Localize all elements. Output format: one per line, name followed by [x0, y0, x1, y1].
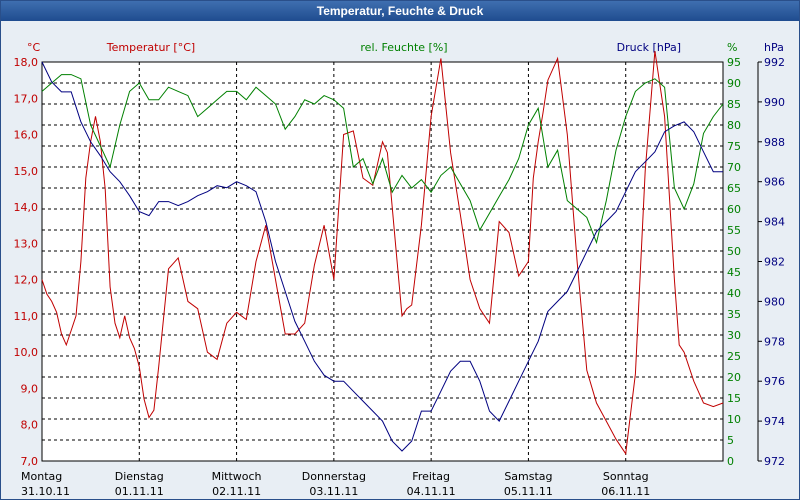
pressure-tick-label: 982	[764, 256, 785, 269]
x-date-label: 04.11.11	[407, 485, 456, 498]
window-title: Temperatur, Feuchte & Druck	[1, 1, 799, 21]
legend-entry: Temperatur [°C]	[106, 41, 195, 54]
temperature-tick-label: 17,0	[14, 92, 39, 105]
temperature-unit-label: °C	[27, 41, 41, 54]
legend: Temperatur [°C] rel. Feuchte [%] Druck [hP…	[106, 41, 681, 54]
series-line-temperature	[41, 51, 724, 456]
humidity-tick-label: 95	[727, 56, 741, 69]
humidity-tick-label: 30	[727, 329, 741, 342]
humidity-tick-label: 75	[727, 140, 741, 153]
x-day-label: Freitag	[412, 470, 450, 483]
x-axis: Montag 31.10.11 Dienstag 01.11.11 Mittwoch 02…	[21, 470, 650, 498]
pressure-tick-label: 972	[764, 455, 785, 468]
humidity-tick-label: 80	[727, 119, 741, 132]
x-day-label: Dienstag	[115, 470, 164, 483]
temperature-tick-label: 11,0	[14, 310, 39, 323]
humidity-tick-label: 20	[727, 371, 741, 384]
pressure-unit-label: hPa	[764, 41, 784, 54]
temperature-axis: 7,0 8,0 9,0 10,0 11,0 12,0 13,0 14,0 15,0 16,0 17,…	[14, 41, 41, 468]
temperature-tick-label: 18,0	[14, 56, 39, 69]
x-day-label: Sonntag	[603, 470, 649, 483]
humidity-tick-label: 70	[727, 161, 741, 174]
pressure-axis: 972 974 976 978 980 982 984 986 988 990 992 hPa	[757, 41, 785, 468]
temperature-tick-label: 8,0	[21, 419, 39, 432]
x-day-label: Donnerstag	[302, 470, 366, 483]
x-date-label: 03.11.11	[309, 485, 358, 498]
series-line-pressure	[41, 61, 723, 452]
legend-entry: Druck [hPa]	[617, 41, 681, 54]
humidity-tick-label: 0	[727, 455, 734, 468]
humidity-axis: 0 5 10 15 20 25 30 35 40 45 50 55 60 65 70 75 80 85 90 95%	[727, 41, 741, 468]
x-date-label: 02.11.11	[212, 485, 261, 498]
temperature-tick-label: 15,0	[14, 165, 39, 178]
x-date-label: 31.10.11	[21, 485, 70, 498]
pressure-tick-label: 988	[764, 136, 785, 149]
humidity-tick-label: 10	[727, 413, 741, 426]
pressure-tick-label: 984	[764, 216, 785, 229]
pressure-tick-label: 986	[764, 176, 785, 189]
pressure-tick-label: 974	[764, 415, 785, 428]
pressure-tick-label: 992	[764, 56, 785, 69]
temperature-tick-label: 10,0	[14, 346, 39, 359]
humidity-tick-label: 35	[727, 308, 741, 321]
humidity-tick-label: 45	[727, 266, 741, 279]
temperature-tick-label: 16,0	[14, 129, 39, 142]
x-date-label: 06.11.11	[601, 485, 650, 498]
x-date-label: 05.11.11	[504, 485, 553, 498]
temperature-tick-label: 14,0	[14, 201, 39, 214]
x-day-label: Samstag	[504, 470, 552, 483]
x-day-label: Mittwoch	[212, 470, 262, 483]
humidity-tick-label: 90	[727, 77, 741, 90]
temperature-tick-label: 13,0	[14, 237, 39, 250]
legend-entry: rel. Feuchte [%]	[360, 41, 447, 54]
temperature-tick-label: 7,0	[21, 455, 39, 468]
humidity-tick-label: 55	[727, 224, 741, 237]
pressure-tick-label: 990	[764, 96, 785, 109]
weather-chart: 7,0 8,0 9,0 10,0 11,0 12,0 13,0 14,0 15,0 16,0 17,…	[14, 41, 786, 498]
humidity-unit-label: %	[727, 41, 737, 54]
temperature-tick-label: 12,0	[14, 274, 39, 287]
pressure-tick-label: 978	[764, 335, 785, 348]
pressure-tick-label: 980	[764, 295, 785, 308]
humidity-tick-label: 15	[727, 392, 741, 405]
humidity-tick-label: 50	[727, 245, 741, 258]
humidity-tick-label: 25	[727, 350, 741, 363]
humidity-tick-label: 5	[727, 434, 734, 447]
temperature-tick-label: 9,0	[21, 382, 39, 395]
series-line-humidity	[41, 74, 724, 245]
pressure-tick-label: 976	[764, 375, 785, 388]
humidity-tick-label: 40	[727, 287, 741, 300]
x-day-label: Montag	[21, 470, 62, 483]
humidity-tick-label: 65	[727, 182, 741, 195]
x-date-label: 01.11.11	[115, 485, 164, 498]
humidity-tick-label: 85	[727, 98, 741, 111]
humidity-tick-label: 60	[727, 203, 741, 216]
